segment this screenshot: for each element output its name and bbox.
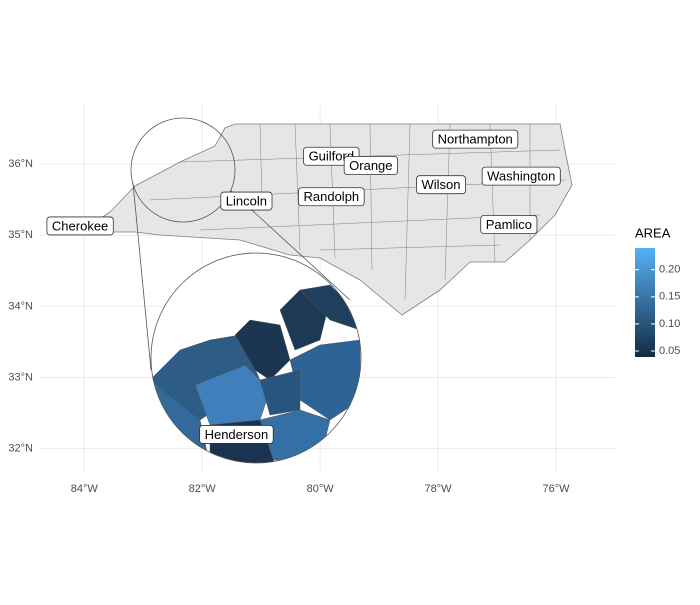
zoom-connector (132, 182, 152, 371)
county-label: Orange (343, 156, 398, 175)
label-box (343, 156, 398, 175)
label-text: Orange (349, 158, 392, 173)
label-box (481, 166, 561, 186)
x-tick-label: 78°W (425, 483, 453, 495)
y-tick-label: 33°N (8, 371, 33, 383)
legend-tick-label: 0.10 (659, 318, 680, 330)
colorbar (635, 248, 655, 357)
legend-tick-label: 0.15 (659, 291, 680, 303)
y-tick-label: 35°N (8, 229, 33, 241)
label-box (298, 187, 365, 207)
label-text: Randolph (304, 189, 360, 204)
label-box (46, 216, 114, 236)
x-tick-label: 84°W (71, 483, 99, 495)
zoom-source (130, 117, 236, 223)
zoom-lens (150, 252, 362, 464)
label-box (480, 215, 538, 234)
county-label: Randolph (298, 187, 365, 207)
county-label: Henderson (199, 425, 274, 444)
county-label: Cherokee (46, 216, 114, 236)
label-text: Northampton (438, 132, 513, 147)
county-label: Northampton (432, 129, 519, 149)
label-text: Guilford (309, 149, 355, 164)
x-tick-label: 80°W (307, 483, 335, 495)
county-label: Lincoln (220, 191, 273, 211)
y-tick-label: 34°N (8, 300, 33, 312)
label-box (199, 425, 274, 444)
label-text: Henderson (205, 427, 269, 442)
label-text: Wilson (422, 177, 461, 192)
label-text: Lincoln (226, 193, 267, 208)
y-tick-label: 36°N (8, 158, 33, 170)
label-box (220, 191, 273, 211)
x-tick-label: 82°W (189, 483, 217, 495)
label-text: Pamlico (486, 217, 532, 232)
label-box (432, 129, 519, 149)
x-tick-label: 76°W (543, 483, 571, 495)
label-text: Cherokee (52, 218, 108, 233)
label-text: Washington (487, 169, 555, 184)
county-label: Washington (481, 166, 561, 186)
legend-title: AREA (635, 225, 671, 240)
legend-tick-label: 0.20 (659, 264, 680, 276)
y-tick-label: 32°N (8, 443, 33, 455)
legend-tick-label: 0.05 (659, 345, 680, 357)
county-label: Wilson (416, 175, 466, 195)
county-label: Pamlico (480, 215, 538, 234)
label-box (416, 175, 466, 195)
